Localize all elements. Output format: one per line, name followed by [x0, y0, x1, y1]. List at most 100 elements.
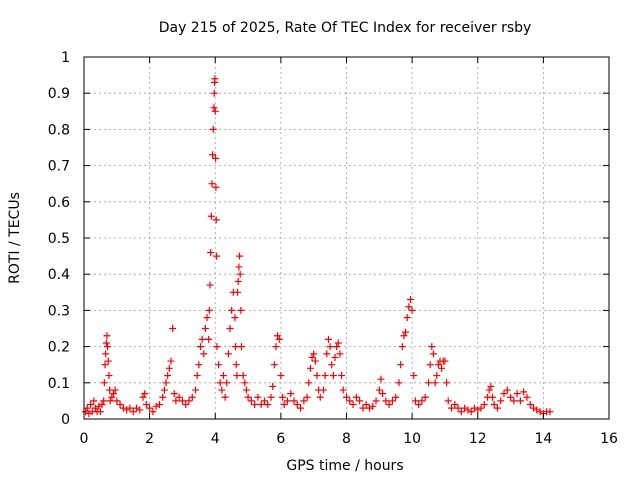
- data-point: [480, 401, 488, 409]
- data-point: [247, 397, 255, 405]
- y-tick-label: 0: [61, 412, 70, 428]
- data-point: [520, 388, 528, 396]
- data-point: [405, 303, 413, 311]
- data-point: [175, 393, 183, 401]
- data-point: [270, 361, 278, 369]
- data-point: [82, 408, 90, 416]
- data-point: [237, 306, 245, 314]
- data-point: [369, 402, 377, 410]
- data-point: [102, 339, 110, 347]
- data-point: [310, 350, 318, 358]
- data-point: [324, 335, 332, 343]
- data-point: [279, 393, 287, 401]
- data-point: [321, 372, 329, 380]
- data-point: [533, 406, 541, 414]
- data-point: [425, 379, 433, 387]
- data-point: [87, 401, 95, 409]
- data-point: [129, 408, 137, 416]
- data-point: [162, 379, 170, 387]
- data-point: [232, 361, 240, 369]
- data-point: [169, 325, 177, 332]
- data-point: [207, 248, 215, 256]
- data-point: [234, 288, 242, 296]
- y-tick-label: 1: [61, 50, 70, 66]
- data-point: [205, 306, 213, 314]
- data-point: [83, 404, 91, 412]
- data-point: [406, 296, 414, 304]
- data-point: [272, 343, 280, 351]
- data-point: [280, 401, 288, 409]
- data-point: [142, 401, 150, 409]
- data-point: [338, 372, 346, 380]
- data-point: [257, 401, 265, 409]
- x-tick-labels: 0 2 4 6 8 10 12 14 16: [80, 431, 618, 447]
- data-point: [526, 401, 534, 409]
- data-point: [477, 404, 485, 412]
- data-point: [513, 390, 521, 398]
- data-point: [388, 397, 396, 405]
- data-point: [372, 397, 380, 405]
- data-point: [474, 406, 482, 414]
- data-point: [352, 393, 360, 401]
- data-point: [226, 325, 234, 332]
- data-point: [96, 408, 104, 416]
- data-point: [328, 361, 336, 369]
- data-point: [207, 212, 215, 220]
- data-point: [497, 397, 505, 405]
- data-point: [110, 390, 118, 398]
- data-point: [408, 306, 416, 314]
- data-point: [139, 393, 147, 401]
- x-tick-label: 14: [534, 431, 552, 447]
- data-point: [209, 151, 217, 159]
- data-point: [311, 357, 319, 365]
- data-points: [82, 75, 554, 418]
- data-point: [231, 314, 239, 322]
- data-point: [102, 350, 110, 358]
- grid: [84, 57, 609, 419]
- data-point: [377, 375, 385, 383]
- data-point: [530, 404, 538, 412]
- data-point: [106, 397, 114, 405]
- data-point: [218, 386, 226, 394]
- data-point: [470, 404, 478, 412]
- data-point: [275, 335, 283, 343]
- data-point: [210, 104, 218, 112]
- data-point: [287, 390, 295, 398]
- data-point: [195, 361, 203, 369]
- data-point: [205, 335, 213, 343]
- data-point: [339, 386, 347, 394]
- data-point: [208, 180, 216, 188]
- data-point: [489, 393, 497, 401]
- data-point: [441, 357, 449, 365]
- data-point: [236, 270, 244, 278]
- data-point: [233, 372, 241, 380]
- data-point: [212, 154, 220, 162]
- data-point: [209, 125, 217, 133]
- data-point: [213, 252, 221, 260]
- x-tick-label: 4: [211, 431, 220, 447]
- data-point: [516, 397, 524, 405]
- data-point: [108, 393, 116, 401]
- y-tick-label: 0.2: [48, 340, 70, 356]
- data-point: [201, 325, 209, 332]
- data-point: [133, 404, 140, 412]
- data-point: [264, 401, 272, 409]
- y-tick-label: 0.7: [48, 159, 70, 175]
- data-point: [103, 332, 111, 340]
- data-point: [95, 402, 103, 410]
- data-point: [457, 408, 465, 416]
- x-tick-label: 10: [403, 431, 421, 447]
- data-point: [90, 397, 98, 405]
- data-point: [141, 390, 149, 398]
- data-point: [411, 397, 419, 405]
- y-tick-label: 0.3: [48, 303, 70, 319]
- data-point: [546, 408, 554, 416]
- data-point: [448, 404, 455, 412]
- data-point: [228, 306, 236, 314]
- data-point: [536, 408, 544, 416]
- data-point: [443, 379, 451, 387]
- data-point: [418, 397, 426, 405]
- data-point: [429, 350, 437, 358]
- data-point: [260, 397, 268, 405]
- data-point: [320, 386, 328, 394]
